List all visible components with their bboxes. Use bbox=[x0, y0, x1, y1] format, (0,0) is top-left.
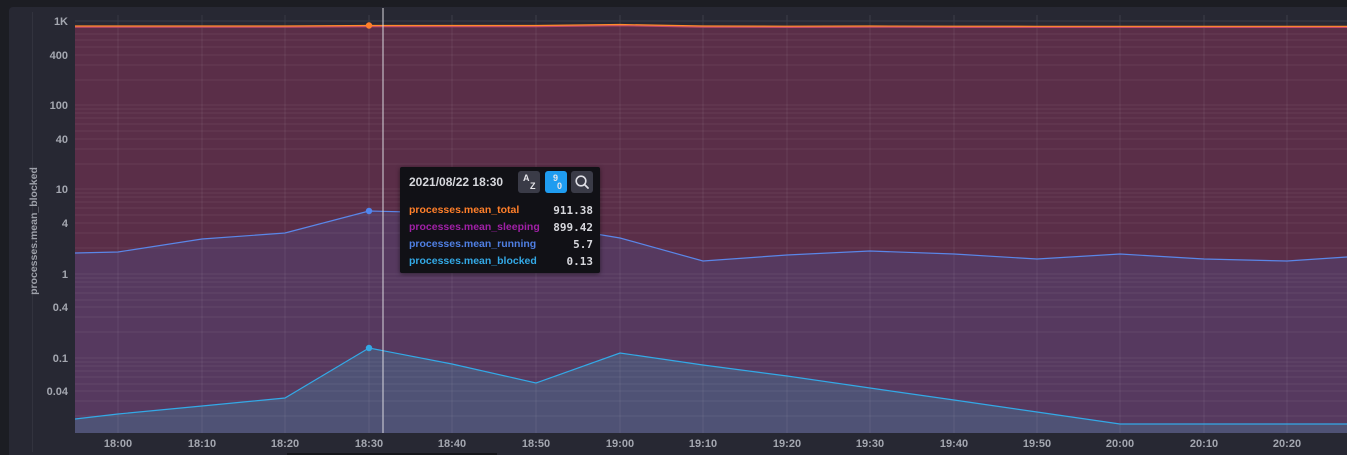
series-name: processes.mean_sleeping bbox=[409, 221, 540, 233]
x-tick: 19:50 bbox=[1023, 438, 1051, 450]
search-icon bbox=[575, 175, 589, 189]
x-tick: 19:20 bbox=[773, 438, 801, 450]
hover-tooltip: 2021/08/22 18:30 A Z 9 0 processes.mean_… bbox=[400, 167, 600, 273]
x-tick: 20:00 bbox=[1106, 438, 1134, 450]
y-tick: 400 bbox=[50, 50, 68, 62]
x-tick: 19:30 bbox=[856, 438, 884, 450]
x-tick: 18:00 bbox=[104, 438, 132, 450]
x-tick: 18:20 bbox=[271, 438, 299, 450]
sort-alpha-a-glyph: A bbox=[523, 173, 530, 183]
series-name: processes.mean_running bbox=[409, 238, 537, 250]
area-mean-blocked bbox=[75, 348, 1347, 433]
hover-point-total bbox=[365, 22, 373, 29]
y-axis-ticks: 1K 400 100 40 10 4 1 0.4 0.1 0.04 bbox=[47, 16, 69, 398]
line-mean-sleeping bbox=[75, 24, 1347, 29]
x-tick: 19:00 bbox=[606, 438, 634, 450]
y-tick: 4 bbox=[62, 218, 69, 230]
x-axis-ticks: 18:00 18:10 18:20 18:30 18:40 18:50 19:0… bbox=[104, 438, 1301, 450]
y-tick: 1 bbox=[62, 269, 68, 281]
sort-num-0-glyph: 0 bbox=[557, 181, 563, 191]
top-tick-marks bbox=[368, 15, 1288, 21]
sort-alpha-z-glyph: Z bbox=[530, 181, 536, 191]
x-tick: 20:10 bbox=[1190, 438, 1218, 450]
hover-point-running bbox=[365, 207, 373, 215]
y-tick: 1K bbox=[54, 16, 68, 28]
series-name: processes.mean_total bbox=[409, 204, 520, 216]
y-tick: 0.1 bbox=[53, 353, 68, 365]
x-tick: 20:20 bbox=[1273, 438, 1301, 450]
y-tick: 10 bbox=[56, 184, 68, 196]
x-tick: 19:10 bbox=[689, 438, 717, 450]
sort-alphabetical-button[interactable]: A Z bbox=[518, 171, 540, 193]
line-mean-total bbox=[75, 23, 1347, 27]
series-value: 5.7 bbox=[573, 238, 593, 251]
series-name: processes.mean_blocked bbox=[409, 255, 537, 267]
x-tick: 18:30 bbox=[355, 438, 383, 450]
tooltip-timestamp: 2021/08/22 18:30 bbox=[409, 175, 504, 189]
x-tick: 18:40 bbox=[438, 438, 466, 450]
hover-point-blocked bbox=[365, 344, 373, 352]
series-value: 0.13 bbox=[566, 255, 594, 268]
y-tick: 0.04 bbox=[47, 386, 69, 398]
sort-num-9-glyph: 9 bbox=[553, 173, 559, 183]
y-tick: 0.4 bbox=[53, 302, 69, 314]
y-tick: 100 bbox=[50, 100, 68, 112]
line-mean-running bbox=[75, 210, 1347, 262]
x-tick: 19:40 bbox=[940, 438, 968, 450]
y-tick: 40 bbox=[56, 134, 68, 146]
series-value: 899.42 bbox=[553, 221, 593, 234]
x-tick: 18:10 bbox=[188, 438, 216, 450]
x-tick: 18:50 bbox=[522, 438, 550, 450]
series-value: 911.38 bbox=[553, 204, 593, 217]
search-button[interactable] bbox=[571, 171, 593, 193]
line-mean-blocked bbox=[75, 347, 1347, 425]
y-axis-divider bbox=[32, 12, 33, 452]
sort-numeric-button[interactable]: 9 0 bbox=[545, 171, 567, 193]
horizontal-scrollbar[interactable] bbox=[287, 453, 497, 455]
